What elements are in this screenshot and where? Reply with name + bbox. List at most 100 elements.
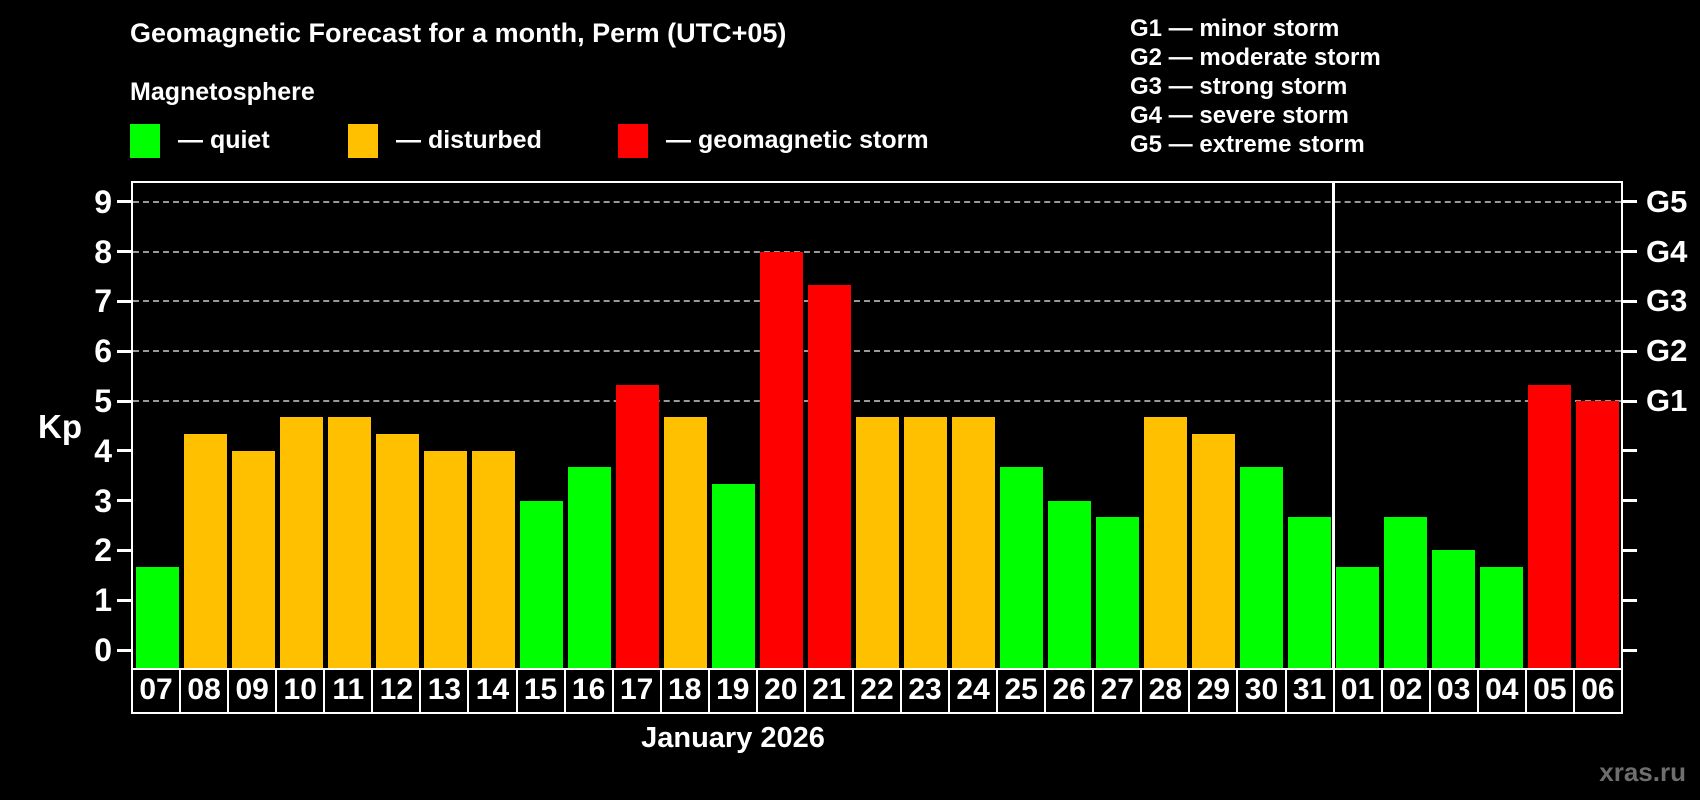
plot-area <box>131 181 1623 668</box>
date-cell-03: 03 <box>1428 668 1479 714</box>
y-axis-tick-label-4: 4 <box>94 432 112 469</box>
storm-scale-line-g5: G5 — extreme storm <box>1130 131 1365 158</box>
kp-bar-day-10 <box>279 417 323 668</box>
chart-title: Geomagnetic Forecast for a month, Perm (… <box>130 18 787 48</box>
y-axis-tick-left-5 <box>117 399 131 403</box>
date-cell-27: 27 <box>1092 668 1143 714</box>
date-cell-09: 09 <box>227 668 278 714</box>
gridline-kp5 <box>133 400 1621 402</box>
storm-scale-legend: G1 — minor storm G2 — moderate storm G3 — … <box>1130 14 1381 159</box>
y-axis-tick-left-8 <box>117 250 131 254</box>
kp-bar-day-13 <box>423 450 467 668</box>
magnetosphere-label: Magnetosphere <box>130 78 315 106</box>
g-scale-label-g3: G3 <box>1646 283 1688 319</box>
y-axis-tick-left-7 <box>117 299 131 303</box>
g-scale-label-g5: G5 <box>1646 183 1688 219</box>
quiet-legend-label: — quiet <box>178 126 270 154</box>
y-axis-tick-left-6 <box>117 349 131 353</box>
date-cell-05: 05 <box>1524 668 1575 714</box>
watermark: xras.ru <box>1599 757 1686 787</box>
date-cell-26: 26 <box>1044 668 1095 714</box>
y-axis-tick-label-3: 3 <box>94 482 112 519</box>
storm-scale-line-g1: G1 — minor storm <box>1130 15 1340 42</box>
y-axis-tick-right-9 <box>1623 200 1637 204</box>
date-cell-11: 11 <box>323 668 374 714</box>
storm-scale-line-g3: G3 — strong storm <box>1130 73 1348 100</box>
y-axis-tick-right-0 <box>1623 648 1637 652</box>
y-axis-tick-right-5 <box>1623 399 1637 403</box>
date-cell-24: 24 <box>948 668 999 714</box>
storm-legend-label: — geomagnetic storm <box>666 126 929 154</box>
y-axis-tick-left-4 <box>117 449 131 453</box>
date-cell-22: 22 <box>851 668 902 714</box>
kp-bar-day-01 <box>1335 566 1379 668</box>
date-cell-19: 19 <box>707 668 758 714</box>
date-axis: 07 08 09 10 11 12 13 14 15 16 17 18 19 20 21 22 23 24 25 26… <box>131 668 1623 714</box>
kp-bar-day-18 <box>663 417 707 668</box>
y-axis-tick-right-4 <box>1623 449 1637 453</box>
date-cell-28: 28 <box>1140 668 1191 714</box>
kp-bar-day-09 <box>231 450 275 668</box>
y-axis-tick-right-2 <box>1623 548 1637 552</box>
date-cell-18: 18 <box>659 668 710 714</box>
kp-bar-day-02 <box>1383 517 1427 668</box>
kp-bar-day-05 <box>1527 384 1571 668</box>
quiet-color-swatch <box>130 124 160 158</box>
g-scale-label-g2: G2 <box>1646 333 1688 369</box>
kp-bar-day-15 <box>519 500 563 668</box>
y-axis-title: Kp <box>38 408 82 445</box>
g-scale-label-g4: G4 <box>1646 233 1688 269</box>
kp-bar-day-08 <box>183 434 227 668</box>
gridline-kp6 <box>133 350 1621 353</box>
date-cell-29: 29 <box>1188 668 1239 714</box>
kp-bar-day-23 <box>903 417 947 668</box>
date-cell-23: 23 <box>900 668 951 714</box>
month-separator-line <box>1331 183 1335 668</box>
kp-bar-day-19 <box>711 484 755 668</box>
kp-bar-day-30 <box>1239 467 1283 668</box>
date-cell-04: 04 <box>1476 668 1527 714</box>
date-cell-16: 16 <box>563 668 614 714</box>
y-axis-tick-left-9 <box>117 200 131 204</box>
kp-bar-day-27 <box>1095 517 1139 668</box>
y-axis-tick-label-6: 6 <box>94 333 112 370</box>
kp-bar-day-20 <box>759 251 803 668</box>
date-cell-14: 14 <box>467 668 518 714</box>
kp-bar-day-06 <box>1575 401 1619 668</box>
date-cell-25: 25 <box>996 668 1047 714</box>
storm-color-swatch <box>618 124 648 158</box>
date-cell-06: 06 <box>1572 668 1623 714</box>
date-cell-07: 07 <box>131 668 182 714</box>
kp-bar-day-25 <box>999 467 1043 668</box>
storm-scale-line-g2: G2 — moderate storm <box>1130 44 1381 71</box>
kp-bar-day-11 <box>327 417 371 668</box>
y-axis-tick-right-7 <box>1623 299 1637 303</box>
y-axis-tick-left-3 <box>117 499 131 503</box>
month-label: January 2026 <box>641 722 825 754</box>
y-axis-tick-right-3 <box>1623 499 1637 503</box>
y-axis-tick-label-2: 2 <box>94 532 112 569</box>
y-axis-tick-right-8 <box>1623 250 1637 254</box>
disturbed-color-swatch <box>348 124 378 158</box>
kp-bar-day-12 <box>375 434 419 668</box>
date-cell-13: 13 <box>419 668 470 714</box>
date-cell-01: 01 <box>1332 668 1383 714</box>
kp-bar-day-22 <box>855 417 899 668</box>
y-axis-tick-label-5: 5 <box>94 383 112 419</box>
kp-bar-day-31 <box>1287 517 1331 668</box>
disturbed-legend-label: — disturbed <box>396 126 542 154</box>
y-axis-tick-label-9: 9 <box>94 183 112 220</box>
date-cell-08: 08 <box>179 668 230 714</box>
kp-bar-day-17 <box>615 384 659 668</box>
y-axis-tick-label-1: 1 <box>94 582 112 619</box>
kp-bar-day-26 <box>1047 500 1091 668</box>
kp-bar-day-07 <box>135 566 179 668</box>
date-cell-12: 12 <box>371 668 422 714</box>
g-scale-label-g1: G1 <box>1646 383 1688 418</box>
storm-scale-line-g4: G4 — severe storm <box>1130 102 1349 129</box>
gridline-kp7 <box>133 300 1621 303</box>
date-cell-17: 17 <box>611 668 662 714</box>
y-axis-tick-right-6 <box>1623 349 1637 353</box>
date-cell-30: 30 <box>1236 668 1287 714</box>
